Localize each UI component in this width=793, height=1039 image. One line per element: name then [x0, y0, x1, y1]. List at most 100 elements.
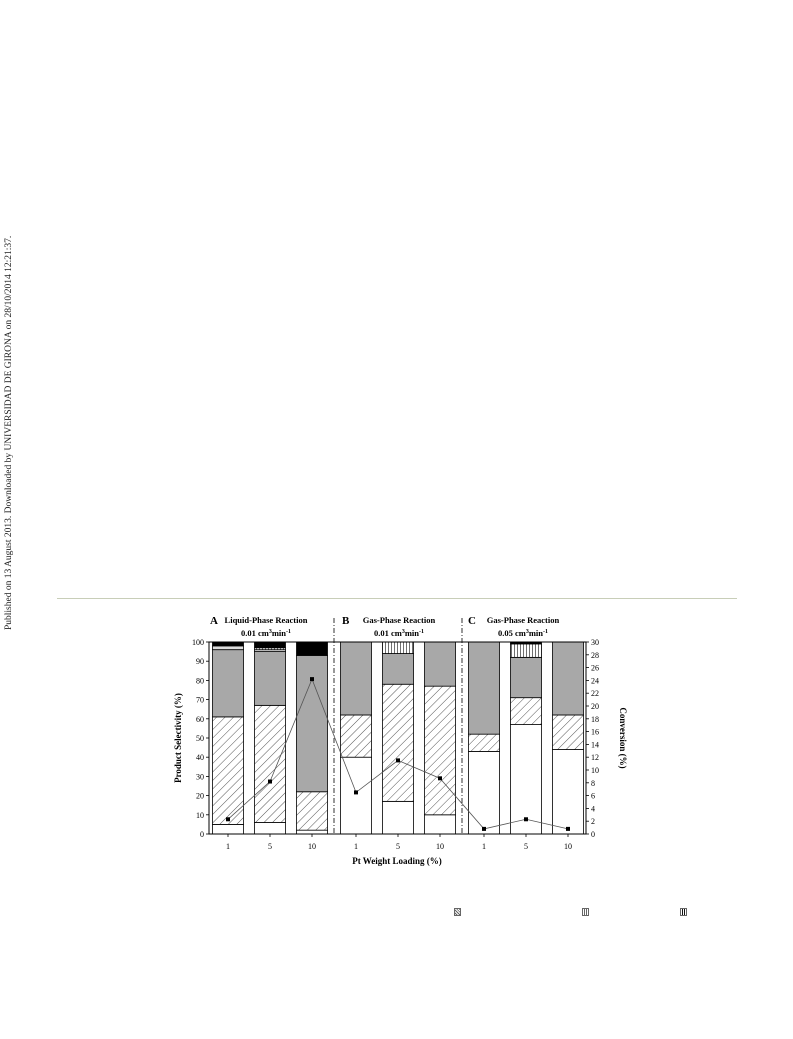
bar-segment-gray-3	[296, 655, 328, 793]
y2-tick-label-4: 4	[591, 804, 595, 813]
y2-tick-label-30: 30	[591, 638, 599, 647]
x-axis: 1 5 10 1 5 10 1 5 10	[226, 834, 572, 851]
bar-segment-gray-5	[382, 653, 414, 685]
bar-stacks	[212, 641, 584, 835]
y-axis-title: Product Selectivity (%)	[173, 693, 183, 783]
bar-segment-diagonal-1	[212, 716, 244, 825]
x-tick-label-1: 1	[226, 842, 230, 851]
x-tick-label-7: 1	[482, 842, 486, 851]
bar-segment-vertical-8	[510, 643, 542, 658]
bar-segment-gray-2	[254, 651, 286, 706]
y-tick-label-50: 50	[196, 734, 204, 743]
bar-segment-white-5	[382, 800, 414, 835]
panel-letter-B: B	[342, 615, 350, 627]
y2-tick-label-16: 16	[591, 728, 599, 737]
y2-tick-label-0: 0	[591, 830, 595, 839]
y2-tick-label-6: 6	[591, 792, 595, 801]
panel-title-A: Liquid-Phase Reaction	[225, 615, 308, 625]
y-axis-left: 0 10 20 30 40 50 60 70 80 90 100	[192, 638, 209, 839]
conversion-line	[226, 677, 570, 831]
conversion-point-5	[396, 758, 400, 763]
bar-segment-diagonal-3	[296, 791, 328, 831]
y2-tick-label-22: 22	[591, 689, 599, 698]
bar-segment-black-2	[254, 641, 286, 649]
y2-axis-title: Conversion (%)	[618, 707, 628, 768]
x-axis-title: Pt Weight Loading (%)	[352, 856, 442, 866]
y2-tick-label-18: 18	[591, 715, 599, 724]
panel-titles: A Liquid-Phase Reaction 0.01 cm3min-1 B Gas-…	[210, 615, 560, 638]
x-tick-label-4: 1	[354, 842, 358, 851]
bar-segment-gray-4	[340, 641, 372, 716]
x-tick-label-9: 10	[564, 842, 572, 851]
conversion-point-4	[354, 790, 358, 795]
y2-tick-label-12: 12	[591, 753, 599, 762]
y2-tick-label-10: 10	[591, 766, 599, 775]
bar-segment-diagonal-8	[510, 697, 542, 725]
x-tick-label-6: 10	[436, 842, 444, 851]
legend-swatch-diagonal-icon	[454, 908, 461, 916]
y-tick-label-90: 90	[196, 657, 204, 666]
panel-title-C: Gas-Phase Reaction	[487, 615, 560, 625]
panel-letter-C: C	[468, 615, 476, 627]
y-tick-label-40: 40	[196, 753, 204, 762]
conversion-point-2	[268, 779, 272, 784]
bar-segment-diagonal-6	[424, 685, 456, 816]
bar-segment-gray-8	[510, 656, 542, 699]
bar-segment-diagonal-5	[382, 683, 414, 802]
y-tick-label-80: 80	[196, 676, 204, 685]
y-tick-label-0: 0	[200, 830, 204, 839]
panel-title-B: Gas-Phase Reaction	[363, 615, 436, 625]
bar-segment-diagonal-4	[340, 714, 372, 758]
y2-tick-label-8: 8	[591, 779, 595, 788]
panel-subtitle-C: 0.05 cm3min-1	[498, 628, 548, 638]
bar-segment-white-3	[296, 829, 328, 835]
y-tick-label-100: 100	[192, 638, 204, 647]
conversion-point-9	[566, 826, 570, 831]
page-divider	[57, 598, 737, 599]
bar-segment-gray-7	[468, 641, 500, 735]
y-tick-label-60: 60	[196, 715, 204, 724]
bar-segment-black-1	[212, 641, 244, 647]
y-tick-label-30: 30	[196, 772, 204, 781]
conversion-point-3	[310, 677, 314, 682]
y-tick-label-70: 70	[196, 696, 204, 705]
y2-tick-label-26: 26	[591, 664, 599, 673]
y2-tick-label-24: 24	[591, 676, 599, 685]
y2-tick-label-14: 14	[591, 740, 599, 749]
y-tick-label-10: 10	[196, 811, 204, 820]
x-tick-label-5: 5	[396, 842, 400, 851]
x-tick-label-8: 5	[524, 842, 528, 851]
bar-segment-black-3	[296, 641, 328, 656]
y2-tick-label-20: 20	[591, 702, 599, 711]
bar-segment-dotted-1	[212, 645, 244, 651]
bar-segment-vertical-5	[382, 641, 414, 654]
bar-segment-white-2	[254, 822, 286, 835]
bar-segment-gray-6	[424, 641, 456, 687]
x-tick-label-3: 10	[308, 842, 316, 851]
y2-tick-label-2: 2	[591, 817, 595, 826]
bar-segment-white-7	[468, 751, 500, 835]
bar-segment-white-4	[340, 756, 372, 835]
conversion-point-6	[438, 776, 442, 781]
conversion-point-1	[226, 817, 230, 822]
y-tick-label-20: 20	[196, 792, 204, 801]
conversion-point-7	[482, 826, 486, 831]
panel-letter-A: A	[210, 615, 218, 627]
bar-segment-diagonal-2	[254, 704, 286, 823]
bar-segment-white-8	[510, 724, 542, 835]
legend-swatch-vertical-icon	[582, 908, 589, 916]
x-tick-label-2: 5	[268, 842, 272, 851]
bar-segment-white-6	[424, 814, 456, 835]
conversion-point-8	[524, 817, 528, 822]
panel-subtitle-B: 0.01 cm3min-1	[374, 628, 424, 638]
bar-segment-white-1	[212, 824, 244, 835]
legend-swatch-dark-icon	[680, 908, 687, 916]
y2-tick-label-28: 28	[591, 651, 599, 660]
bar-segment-diagonal-7	[468, 733, 500, 752]
bar-segment-gray-9	[552, 641, 584, 716]
bar-segment-gray-1	[212, 649, 244, 718]
bar-segment-diagonal-9	[552, 714, 584, 750]
panel-subtitle-A: 0.01 cm3min-1	[241, 628, 291, 638]
